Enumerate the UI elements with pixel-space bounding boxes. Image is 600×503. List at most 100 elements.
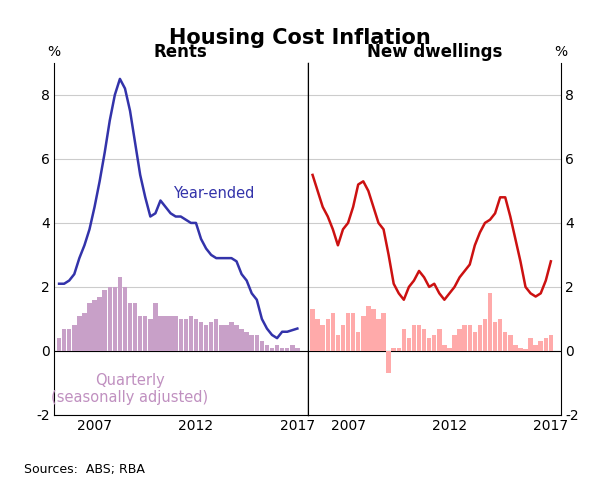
Bar [310,309,315,351]
Bar [366,306,371,351]
Bar [538,342,543,351]
Bar [260,342,264,351]
Bar [427,338,431,351]
Bar [169,316,173,351]
Bar [467,325,472,351]
Bar [320,325,325,351]
Bar [138,316,142,351]
Bar [265,345,269,351]
Bar [290,345,295,351]
Bar [97,297,102,351]
Bar [544,338,548,351]
Bar [351,312,355,351]
Text: Housing Cost Inflation: Housing Cost Inflation [169,28,431,48]
Bar [457,328,462,351]
Bar [77,316,82,351]
Bar [316,319,320,351]
Bar [118,277,122,351]
Bar [432,335,436,351]
Bar [447,348,452,351]
Bar [107,287,112,351]
Bar [391,348,396,351]
Bar [244,332,249,351]
Bar [280,348,284,351]
Bar [199,322,203,351]
Bar [214,319,218,351]
Text: Sources:  ABS; RBA: Sources: ABS; RBA [24,463,145,476]
Bar [123,287,127,351]
Title: Rents: Rents [154,43,208,61]
Bar [386,351,391,373]
Bar [224,325,229,351]
Bar [412,325,416,351]
Bar [508,335,512,351]
Bar [529,338,533,351]
Bar [204,325,208,351]
Text: Quarterly
(seasonally adjusted): Quarterly (seasonally adjusted) [52,373,209,405]
Bar [356,332,361,351]
Bar [72,325,77,351]
Bar [113,287,117,351]
Bar [503,332,508,351]
Text: %: % [554,45,568,59]
Bar [498,319,502,351]
Bar [239,328,244,351]
Bar [326,319,330,351]
Bar [376,319,381,351]
Bar [234,325,239,351]
Bar [188,316,193,351]
Bar [133,303,137,351]
Bar [523,350,528,351]
Bar [209,322,214,351]
Bar [533,345,538,351]
Bar [173,316,178,351]
Bar [270,348,274,351]
Bar [361,316,365,351]
Bar [92,300,97,351]
Bar [87,303,92,351]
Bar [295,348,299,351]
Bar [422,328,427,351]
Bar [219,325,224,351]
Text: %: % [47,45,61,59]
Bar [407,338,411,351]
Bar [483,319,487,351]
Bar [518,348,523,351]
Bar [488,293,492,351]
Bar [158,316,163,351]
Bar [250,335,254,351]
Bar [371,309,376,351]
Bar [82,312,86,351]
Bar [382,312,386,351]
Bar [184,319,188,351]
Title: New dwellings: New dwellings [367,43,502,61]
Bar [148,319,152,351]
Bar [473,332,477,351]
Bar [437,328,442,351]
Bar [442,345,446,351]
Bar [397,348,401,351]
Bar [513,345,518,351]
Bar [128,303,132,351]
Bar [493,322,497,351]
Bar [341,325,345,351]
Text: Year-ended: Year-ended [173,186,254,201]
Bar [67,328,71,351]
Bar [143,316,148,351]
Bar [331,312,335,351]
Bar [254,335,259,351]
Bar [463,325,467,351]
Bar [346,312,350,351]
Bar [285,348,289,351]
Bar [57,338,61,351]
Bar [401,328,406,351]
Bar [62,328,67,351]
Bar [229,322,233,351]
Bar [153,303,158,351]
Bar [478,325,482,351]
Bar [163,316,168,351]
Bar [275,345,280,351]
Bar [335,335,340,351]
Bar [103,290,107,351]
Bar [179,319,183,351]
